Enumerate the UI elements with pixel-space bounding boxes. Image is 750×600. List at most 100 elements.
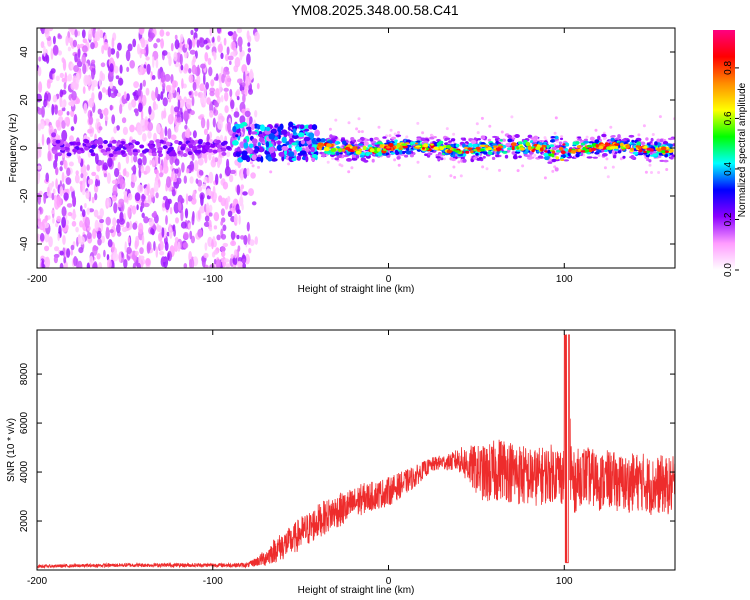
spectrogram-cell xyxy=(137,66,143,76)
spectrogram-cell xyxy=(236,28,243,34)
spectrogram-cell xyxy=(117,42,122,51)
spectrogram-cell xyxy=(113,65,119,74)
spectrogram-cell xyxy=(73,256,78,267)
spectrogram-cell xyxy=(316,138,322,142)
spectrogram-cell xyxy=(645,137,649,141)
spectrogram-cell xyxy=(71,90,77,101)
spectrogram-cell xyxy=(52,188,56,195)
spectrogram-cell xyxy=(165,215,168,225)
spectrogram-cell xyxy=(230,253,234,259)
spectrogram-cell xyxy=(59,166,63,172)
spectrogram-cell xyxy=(55,75,60,82)
spectrogram-cell xyxy=(167,114,174,125)
spectrogram-cell xyxy=(249,68,254,81)
spectrogram-cell xyxy=(660,146,667,151)
spectrogram-cell xyxy=(235,152,241,157)
spectrogram-cell xyxy=(111,114,116,125)
spectrogram-cell xyxy=(448,140,453,143)
spectrogram-cell xyxy=(89,255,94,267)
spectrogram-cell xyxy=(449,174,453,178)
spectrogram-cell xyxy=(156,223,159,229)
spectrogram-cell xyxy=(197,140,203,145)
spectrogram-cell xyxy=(160,91,164,101)
spectrogram-cell xyxy=(480,144,486,148)
spectrogram-cell xyxy=(82,63,87,75)
spectrogram-cell xyxy=(51,192,55,201)
spectrogram-cell xyxy=(189,110,195,116)
spectrogram-cell xyxy=(59,160,64,166)
spectrogram-cell xyxy=(213,106,216,114)
spectrogram-cell xyxy=(199,83,205,92)
spectrogram-cell xyxy=(207,148,213,153)
spectrogram-cell xyxy=(37,217,42,225)
spectrogram-cell xyxy=(114,167,120,178)
spectrogram-cell xyxy=(511,151,516,155)
spectrogram-cell xyxy=(611,135,616,138)
spectrogram-cell xyxy=(468,143,473,148)
spectrogram-cell xyxy=(195,178,199,184)
spectrogram-cell xyxy=(305,155,309,163)
spectrogram-cell xyxy=(347,170,351,174)
spectrogram-cell xyxy=(106,226,109,232)
spectrogram-cell xyxy=(475,122,479,126)
spectrogram-cell xyxy=(139,152,145,157)
spectrogram-cell xyxy=(111,37,115,49)
spectrogram-cell xyxy=(455,143,460,148)
spectrogram-cell xyxy=(158,232,163,242)
spectrogram-cell xyxy=(201,153,206,159)
spectrogram-cell xyxy=(241,203,244,211)
spectrogram-cell xyxy=(669,148,674,153)
spectrogram-cell xyxy=(189,49,196,55)
spectrogram-cell xyxy=(61,171,65,183)
spectrogram-cell xyxy=(452,132,456,136)
spectrogram-cell xyxy=(75,72,80,84)
spectrogram-cell xyxy=(147,130,152,139)
spectrogram-cell xyxy=(50,48,54,60)
spectrogram-cell xyxy=(158,153,163,158)
spectrogram-cell xyxy=(203,87,207,96)
spectrogram-cell xyxy=(116,50,120,59)
spectrogram-cell xyxy=(376,141,383,145)
spectrogram-cell xyxy=(61,129,68,142)
spectrogram-cell xyxy=(236,234,240,240)
spectrogram-cell xyxy=(138,102,143,113)
spectrogram-cell xyxy=(521,164,525,168)
spectrogram-cell xyxy=(297,132,305,138)
spectrogram-cell xyxy=(84,139,90,144)
spectrogram-cell xyxy=(500,130,504,134)
spectrogram-cell xyxy=(626,140,630,143)
spectrogram-cell xyxy=(129,124,135,133)
spectrogram-cell xyxy=(209,28,213,37)
spectrogram-cell xyxy=(504,154,509,159)
spectrogram-cell xyxy=(45,172,49,183)
spectrogram-cell xyxy=(112,252,119,262)
spectrogram-cell xyxy=(106,197,112,208)
spectrogram-cell xyxy=(176,117,182,123)
spectrogram-cell xyxy=(216,258,221,268)
spectrogram-cell xyxy=(643,145,648,149)
spectrogram-cell xyxy=(103,107,109,117)
spectrogram-cell xyxy=(192,55,197,63)
spectrogram-cell xyxy=(91,80,95,92)
spectrogram-cell xyxy=(204,52,209,62)
spectrogram-cell xyxy=(227,195,231,203)
spectrogram-cell xyxy=(126,93,130,101)
spectrogram-cell xyxy=(224,91,229,102)
spectrogram-cell xyxy=(198,169,204,176)
spectrogram-cell xyxy=(234,57,241,68)
spectrogram-cell xyxy=(218,72,223,85)
spectrogram-cell xyxy=(147,194,152,203)
spectrogram-cell xyxy=(264,129,272,135)
spectrogram-cell xyxy=(487,150,492,155)
x-tick-label: 0 xyxy=(386,576,392,587)
spectrogram-cell xyxy=(223,87,229,92)
spectrogram-cell xyxy=(253,148,259,154)
spectrogram-cell xyxy=(66,203,73,208)
spectrogram-cell xyxy=(57,33,61,38)
spectrogram-cell xyxy=(311,124,318,131)
spectrogram-cell xyxy=(609,125,613,129)
spectrogram-cell xyxy=(134,141,140,146)
spectrogram-cell xyxy=(606,175,610,179)
spectrogram-cell xyxy=(116,218,120,225)
spectrogram-cell xyxy=(320,138,326,143)
